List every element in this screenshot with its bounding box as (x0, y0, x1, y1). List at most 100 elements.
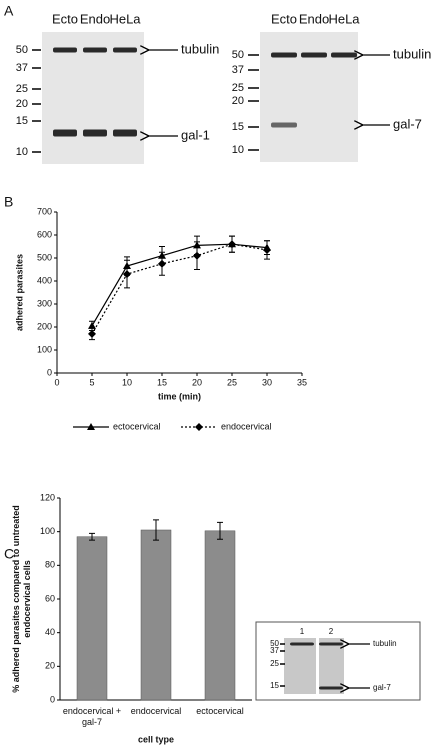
panel-label: A (4, 3, 14, 19)
point-marker (263, 245, 271, 254)
lane-label: Ecto (52, 11, 78, 26)
band (53, 129, 77, 137)
lane-label: 1 (300, 627, 305, 636)
band (53, 47, 77, 53)
y-tick-label: 120 (40, 492, 55, 502)
y-tick-label: 500 (37, 252, 52, 262)
error-bar (217, 521, 223, 540)
band (301, 52, 327, 58)
point-marker (193, 251, 201, 260)
band-label: tubulin (393, 46, 431, 61)
y-tick-label: 400 (37, 275, 52, 285)
band (113, 47, 137, 53)
y-tick-label: 700 (37, 206, 52, 216)
point-marker (158, 259, 166, 268)
blot-membrane (260, 32, 358, 162)
blot-membrane (42, 32, 144, 164)
x-tick-label: 5 (89, 377, 94, 387)
y-tick-label: 0 (50, 694, 55, 704)
lane-label: Endo (80, 11, 110, 26)
marker-label: 25 (270, 659, 279, 668)
y-tick-label: 0 (47, 367, 52, 377)
y-tick-label: 100 (40, 526, 55, 536)
band-label: gal-1 (181, 127, 210, 142)
y-tick-label: 60 (45, 593, 55, 603)
marker-label: 20 (232, 95, 244, 107)
x-tick-label: 15 (157, 377, 167, 387)
bar (140, 529, 172, 701)
point-marker (87, 423, 95, 430)
x-tick-label: ectocervical (196, 706, 244, 716)
y-tick-label: 600 (37, 229, 52, 239)
series-line (91, 243, 268, 335)
marker-label: 37 (270, 646, 279, 655)
marker-label: 37 (232, 64, 244, 76)
panel-label: C (4, 546, 14, 562)
series-line (91, 243, 268, 327)
point-marker (123, 270, 131, 279)
y-tick-label: 80 (45, 560, 55, 570)
band (83, 129, 107, 137)
lane-label: Ecto (271, 11, 297, 26)
x-axis-label: time (min) (158, 391, 201, 401)
point-marker (195, 423, 203, 431)
marker-label: 50 (270, 639, 279, 648)
x-tick-label: 0 (54, 377, 59, 387)
marker-label: 20 (16, 98, 28, 110)
band (290, 642, 314, 646)
error-bar (153, 519, 159, 541)
band (319, 642, 343, 646)
band (113, 129, 137, 137)
band-label: tubulin (373, 639, 397, 648)
band (271, 52, 297, 58)
panel-label: B (4, 194, 13, 210)
marker-label: 37 (16, 62, 28, 74)
y-axis-label: % adhered parasites compared to untreate… (11, 505, 32, 693)
band-label: tubulin (181, 41, 219, 56)
marker-label: 50 (16, 44, 28, 56)
x-tick-label: endocervical (130, 706, 182, 716)
marker-label: 50 (232, 49, 244, 61)
lane-gap (316, 638, 319, 694)
error-bar (89, 532, 95, 541)
y-tick-label: 40 (45, 627, 55, 637)
blot-membrane (284, 638, 344, 694)
marker-label: 10 (16, 146, 28, 158)
point-marker (88, 329, 96, 338)
x-tick-label: 10 (122, 377, 132, 387)
legend-label: ectocervical (113, 421, 161, 431)
x-axis-label: cell type (138, 734, 174, 744)
y-tick-label: 100 (37, 344, 52, 354)
band-label: gal-7 (373, 683, 391, 692)
x-tick-label: 20 (192, 377, 202, 387)
marker-label: 15 (270, 681, 279, 690)
band-label: gal-7 (393, 116, 422, 131)
band (83, 47, 107, 53)
inset-frame (255, 621, 421, 701)
point-marker (228, 240, 236, 249)
marker-label: 25 (16, 83, 28, 95)
legend-label: endocervical (221, 421, 272, 431)
x-tick-label: endocervical + gal-7 (62, 706, 122, 727)
lane-label: HeLa (109, 11, 141, 26)
bar (204, 530, 236, 701)
band (271, 122, 297, 128)
marker-label: 15 (16, 115, 28, 127)
band (319, 686, 343, 690)
y-axis-label: adhered parasites (14, 254, 24, 331)
bar (76, 536, 108, 701)
point-marker (88, 321, 96, 329)
y-tick-label: 300 (37, 298, 52, 308)
marker-label: 15 (232, 121, 244, 133)
x-tick-label: 25 (227, 377, 237, 387)
y-tick-label: 200 (37, 321, 52, 331)
band (331, 52, 357, 58)
marker-label: 25 (232, 82, 244, 94)
x-tick-label: 35 (297, 377, 307, 387)
lane-label: 2 (329, 627, 334, 636)
lane-label: HeLa (328, 11, 360, 26)
lane-label: Endo (299, 11, 329, 26)
x-tick-label: 30 (262, 377, 272, 387)
